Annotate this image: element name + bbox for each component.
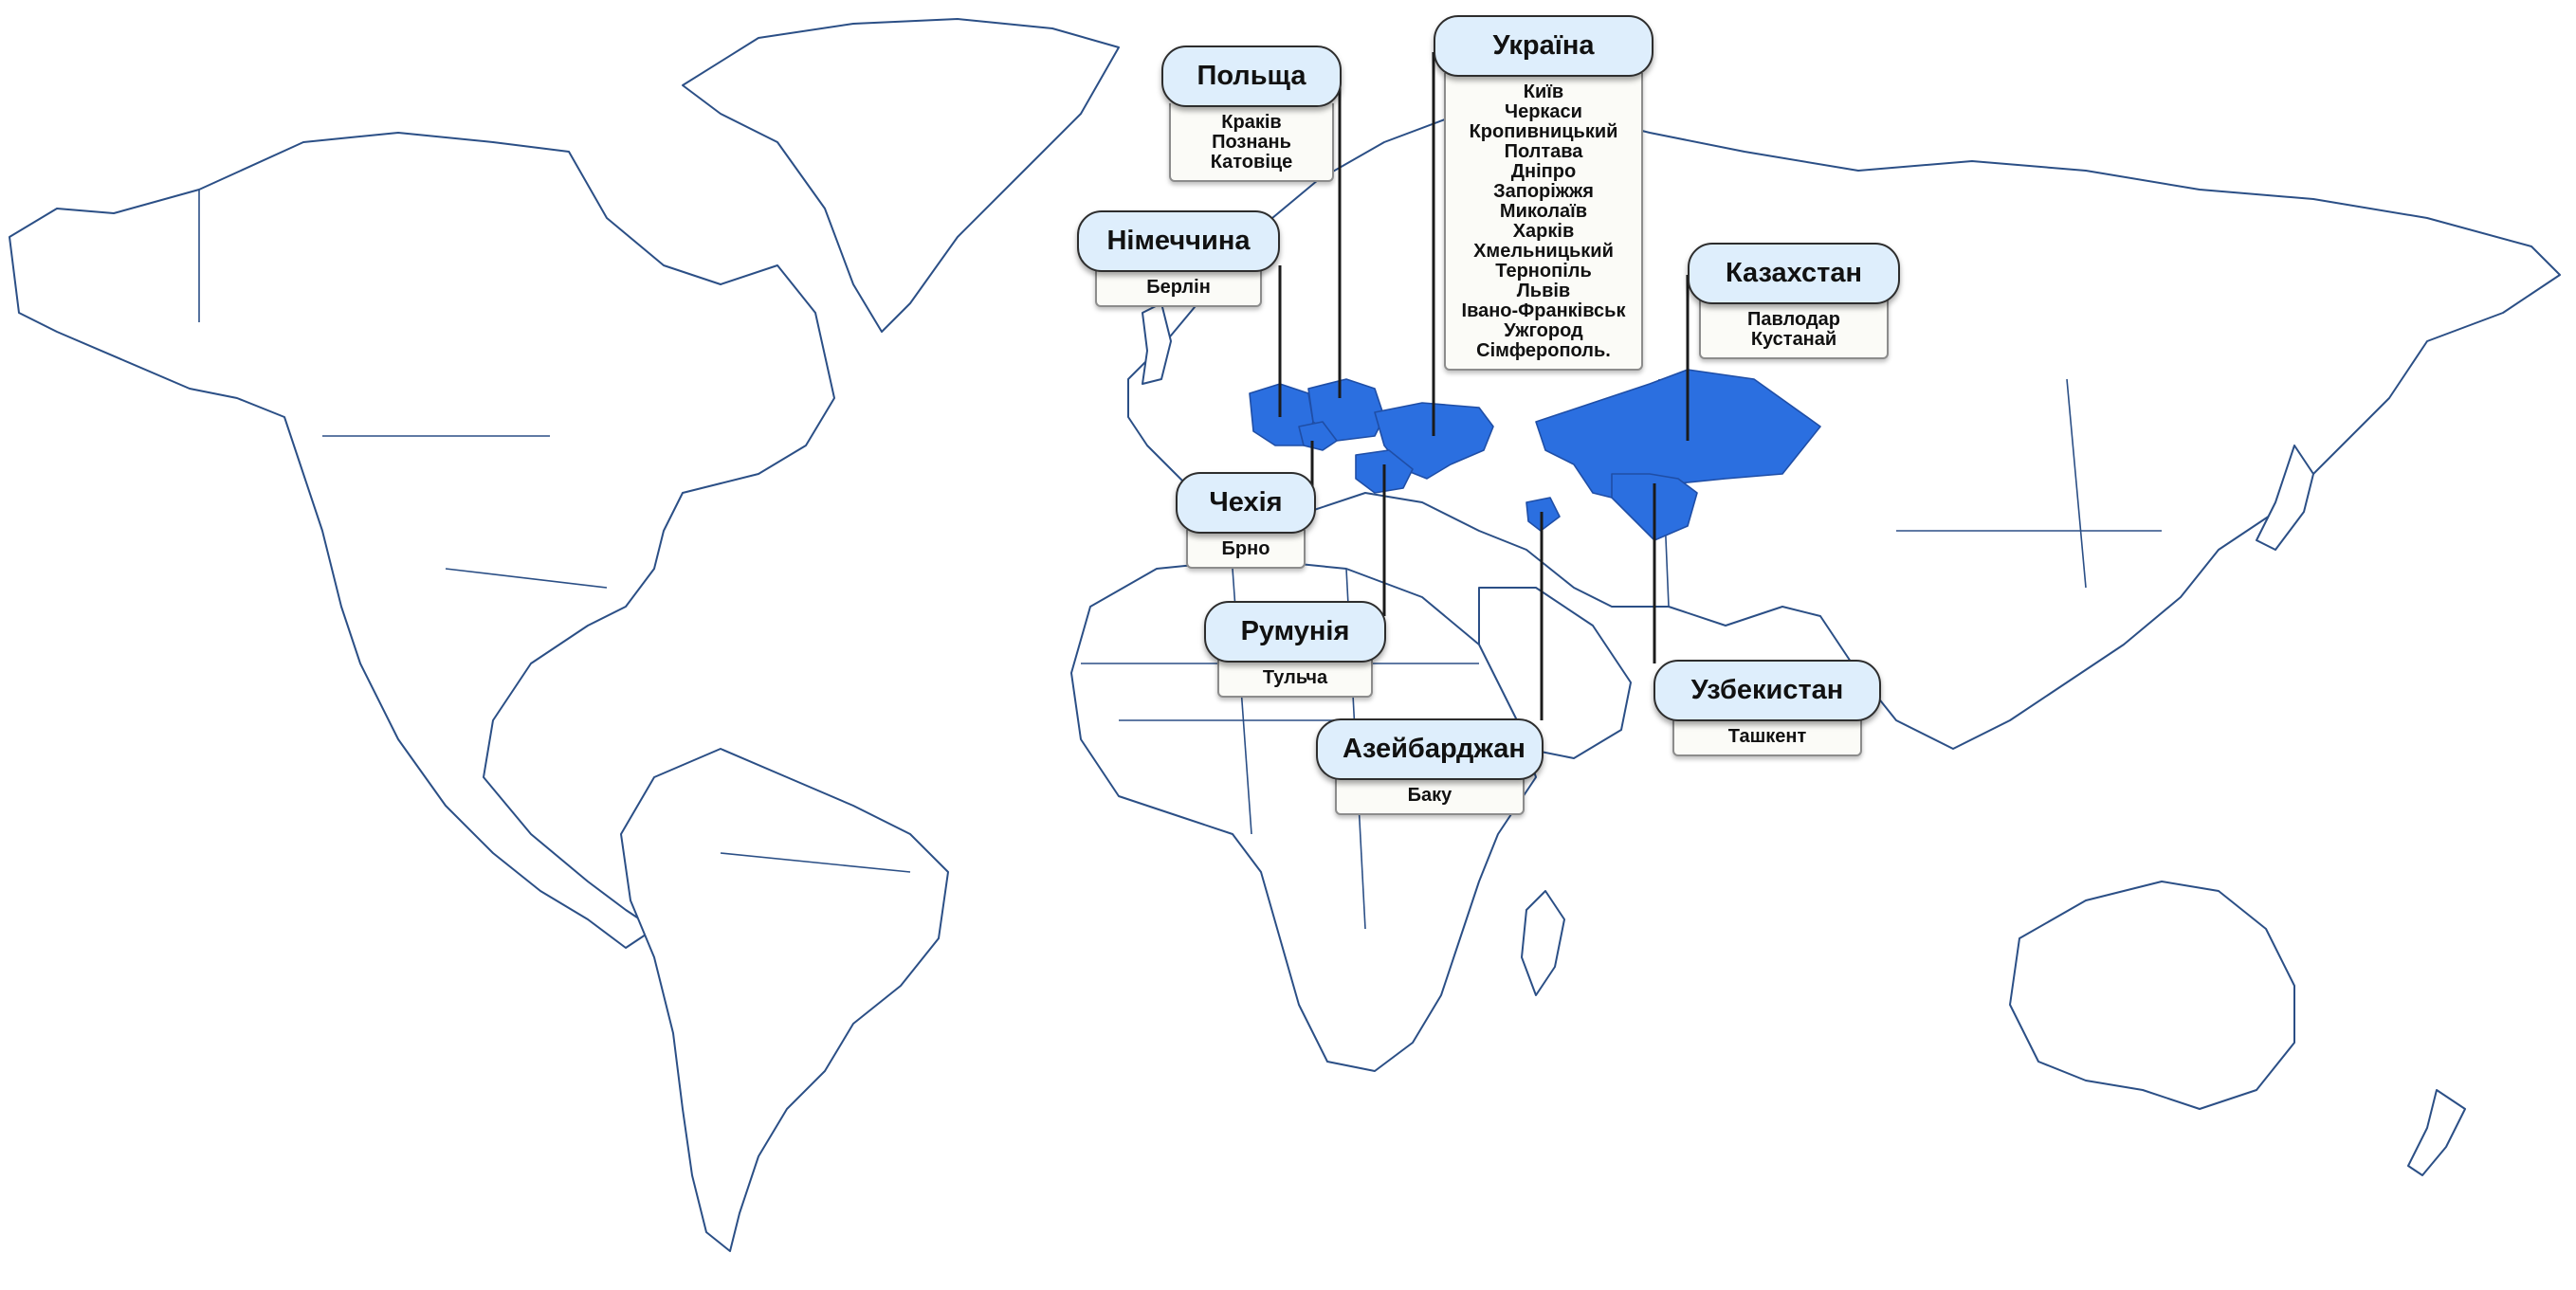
city-item: Берлін <box>1146 277 1211 298</box>
country-name-azerbaijan: Азейбарджан <box>1316 718 1544 780</box>
city-item: Сімферополь. <box>1476 340 1611 361</box>
country-name-uzbekistan: Узбекистан <box>1653 660 1881 721</box>
leader-lines <box>1278 52 1690 720</box>
czechia-region <box>1298 421 1338 451</box>
highlighted-countries <box>1249 369 1821 541</box>
city-list-poland: Краків Познань Катовіце <box>1169 103 1334 182</box>
city-item: Черкаси <box>1505 101 1582 122</box>
madagascar-landmass <box>1521 890 1565 996</box>
card-ukraine: Україна Київ Черкаси Кропивницький Полта… <box>1434 15 1653 371</box>
africa-landmass <box>1070 558 1537 1072</box>
country-name-germany: Німеччина <box>1077 210 1280 272</box>
card-kazakhstan: Казахстан Павлодар Кустанай <box>1688 243 1900 359</box>
city-list-uzbekistan: Ташкент <box>1672 718 1862 756</box>
country-name-kazakhstan: Казахстан <box>1688 243 1900 304</box>
city-item: Київ <box>1523 82 1564 102</box>
city-item: Кустанай <box>1750 329 1837 350</box>
country-name-czechia: Чехія <box>1176 472 1316 534</box>
city-item: Дніпро <box>1510 161 1577 182</box>
kazakhstan-region <box>1535 369 1821 499</box>
city-item: Тернопіль <box>1495 261 1592 282</box>
south-america-landmass <box>620 748 949 1252</box>
city-list-germany: Берлін <box>1095 268 1262 307</box>
japan-landmass <box>2256 445 2314 551</box>
city-item: Павлодар <box>1747 309 1840 330</box>
city-item: Ташкент <box>1727 726 1807 747</box>
card-uzbekistan: Узбекистан Ташкент <box>1653 660 1881 756</box>
city-item: Баку <box>1407 785 1452 806</box>
city-item: Івано-Франківськ <box>1461 300 1626 321</box>
city-item: Миколаїв <box>1499 201 1588 222</box>
card-germany: Німеччина Берлін <box>1077 210 1280 307</box>
card-czechia: Чехія Брно <box>1176 472 1316 569</box>
city-item: Полтава <box>1504 141 1583 162</box>
country-name-romania: Румунія <box>1204 601 1386 663</box>
city-item: Хмельницький <box>1473 241 1614 262</box>
north-america-landmass <box>9 132 835 949</box>
australia-landmass <box>2009 881 2295 1110</box>
city-item: Катовіце <box>1210 152 1293 173</box>
new-zealand-landmass <box>2407 1089 2466 1176</box>
city-item: Кропивницький <box>1469 121 1618 142</box>
city-item: Львів <box>1516 281 1571 301</box>
city-item: Тульча <box>1262 667 1328 688</box>
card-poland: Польща Краків Познань Катовіце <box>1161 45 1342 182</box>
city-list-czechia: Брно <box>1186 530 1306 569</box>
city-list-azerbaijan: Баку <box>1335 776 1525 815</box>
city-list-romania: Тульча <box>1217 659 1373 698</box>
city-item: Харків <box>1512 221 1575 242</box>
city-list-ukraine: Київ Черкаси Кропивницький Полтава Дніпр… <box>1444 73 1643 371</box>
greenland-landmass <box>682 18 1120 333</box>
city-item: Краків <box>1221 112 1282 133</box>
city-list-kazakhstan: Павлодар Кустанай <box>1699 300 1889 359</box>
city-item: Брно <box>1221 538 1270 559</box>
country-name-poland: Польща <box>1161 45 1342 107</box>
city-item: Запоріжжя <box>1493 181 1594 202</box>
country-name-ukraine: Україна <box>1434 15 1653 77</box>
city-item: Ужгород <box>1504 320 1583 341</box>
city-item: Познань <box>1212 132 1291 153</box>
card-romania: Румунія Тульча <box>1204 601 1386 698</box>
card-azerbaijan: Азейбарджан Баку <box>1316 718 1544 815</box>
